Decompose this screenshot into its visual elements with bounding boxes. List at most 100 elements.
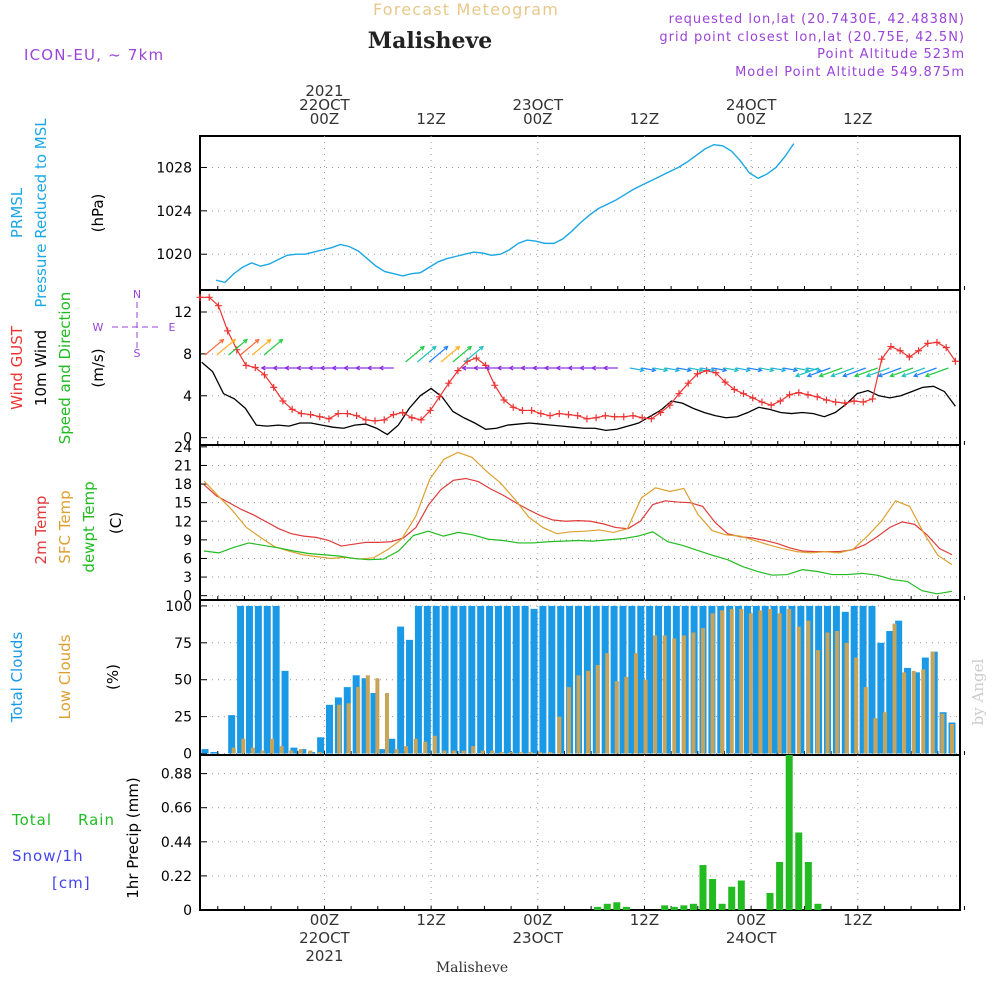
total-cloud-bar — [539, 605, 547, 754]
total-cloud-bar — [326, 704, 333, 754]
wind-direction-arrow — [843, 367, 867, 377]
wind-arrow-head — [508, 365, 514, 371]
wind-gust-marker — [242, 361, 250, 369]
wind-direction-arrow — [878, 367, 902, 377]
wind-gust-marker — [629, 412, 637, 420]
bottom-time-label: 12Z — [843, 911, 872, 929]
wind-arrow-head — [378, 365, 384, 371]
rain-bar — [622, 906, 630, 910]
wind-arrow-head — [567, 365, 573, 371]
wind-direction-arrow — [866, 367, 890, 377]
total-cloud-bar — [414, 605, 422, 754]
wind-gust-marker — [371, 417, 379, 425]
wind-gust-marker — [362, 416, 370, 424]
low-cloud-bar — [892, 623, 897, 754]
total-cloud-bar — [210, 752, 218, 754]
wind-gust-marker — [915, 347, 923, 355]
wind-arrow-head — [757, 367, 763, 373]
wind-arrow-head — [478, 345, 484, 351]
total-cloud-bar — [663, 605, 671, 754]
total-cloud-bar — [450, 605, 458, 754]
low-cloud-bar — [241, 738, 246, 754]
total-cloud-bar — [761, 605, 769, 754]
rain-bar — [699, 865, 707, 910]
wind-direction-arrow — [464, 346, 484, 363]
low-cloud-bar — [260, 750, 265, 754]
y-tick-label: 15 — [174, 496, 192, 512]
compass-e: E — [169, 321, 176, 334]
wind-gust-marker — [933, 338, 941, 346]
precip-axis-label: 1hr Precip (mm) — [124, 777, 142, 898]
wind-arrow-head — [853, 372, 860, 378]
wind-arrow-head — [431, 345, 437, 351]
wind-direction-arrow — [653, 367, 668, 372]
low-cloud-bar — [375, 678, 380, 754]
wind-arrow-head — [806, 372, 812, 378]
total-cloud-bar — [397, 626, 405, 754]
low-cloud-bar — [356, 687, 361, 754]
total-cloud-bar — [530, 608, 538, 754]
wind-gust-marker — [270, 383, 278, 391]
low-cloud-bar — [471, 746, 476, 754]
bottom-time-label: 23OCT — [513, 929, 564, 947]
y-tick-label: 21 — [174, 458, 192, 474]
wind-arrow-head — [496, 365, 502, 371]
low-cloud-bar — [413, 738, 418, 754]
low-cloud-bar — [729, 608, 734, 754]
y-tick-label: 18 — [174, 477, 192, 493]
total-cloud-bar — [628, 605, 636, 754]
top-time-label: 00Z — [523, 110, 552, 128]
wind-arrow-head — [366, 365, 372, 371]
point-altitude: Point Altitude 523m — [817, 47, 965, 62]
total-cloud-bar — [290, 747, 298, 754]
bottom-time-label: 12Z — [416, 911, 445, 929]
low-cloud-bar — [576, 675, 581, 754]
data-marks — [196, 143, 960, 911]
top-time-label: 22OCT — [299, 96, 350, 114]
wind-arrow-head — [816, 367, 822, 373]
wind-direction-arrow — [700, 367, 715, 372]
rain-bar — [603, 903, 611, 910]
wind-direction-arrow — [831, 367, 855, 377]
total-cloud-bar — [486, 605, 494, 754]
wind-gust-marker — [611, 413, 619, 421]
y-tick-label: 25 — [174, 710, 192, 726]
low-cloud-bar — [643, 679, 648, 754]
wind-gust-marker — [260, 371, 268, 379]
total-cloud-bar — [770, 605, 778, 754]
compass-n: N — [133, 288, 141, 301]
grid-point-coords: grid point closest lon,lat (20.75E, 42.5… — [659, 30, 965, 45]
clouds-unit: (%) — [104, 664, 122, 690]
rain-bar — [766, 892, 774, 910]
low-cloud-bar — [796, 626, 801, 754]
wind-gust-marker — [951, 357, 959, 365]
wind-gust-marker — [795, 389, 803, 397]
bottom-time-label: 22OCT — [299, 929, 350, 947]
location-title: Malisheve — [368, 28, 492, 54]
wind-direction-arrow — [913, 367, 937, 377]
rain-bar — [737, 880, 745, 910]
total-cloud-bar — [512, 605, 520, 754]
prmsl-desc-label: Pressure Reduced to MSL — [32, 118, 50, 308]
low-cloud-bar — [231, 747, 236, 754]
wind-direction-arrow — [251, 339, 271, 356]
wind-arrow-head — [543, 365, 549, 371]
low-cloud-bar — [499, 752, 504, 754]
wind-gust-marker — [675, 390, 683, 398]
wind-gust-marker — [620, 413, 628, 421]
total-cloud-bar — [299, 749, 307, 754]
wind-direction-arrow — [240, 339, 260, 356]
wind-gust-marker — [334, 410, 342, 418]
low-cloud-bar — [289, 750, 294, 754]
wind-arrow-head — [260, 365, 266, 371]
y-tick-label: 3 — [183, 570, 192, 586]
wind-gust-marker — [509, 403, 517, 411]
bottom-time-label: 00Z — [736, 911, 765, 929]
wind-gust-marker — [288, 405, 296, 413]
top-time-label: 2021 — [305, 82, 343, 100]
total-cloud-bar — [503, 605, 511, 754]
model-altitude: Model Point Altitude 549.875m — [735, 65, 965, 80]
rain-bar — [718, 903, 726, 910]
wind-gust-marker — [528, 406, 536, 414]
total-cloud-bar — [201, 749, 209, 754]
